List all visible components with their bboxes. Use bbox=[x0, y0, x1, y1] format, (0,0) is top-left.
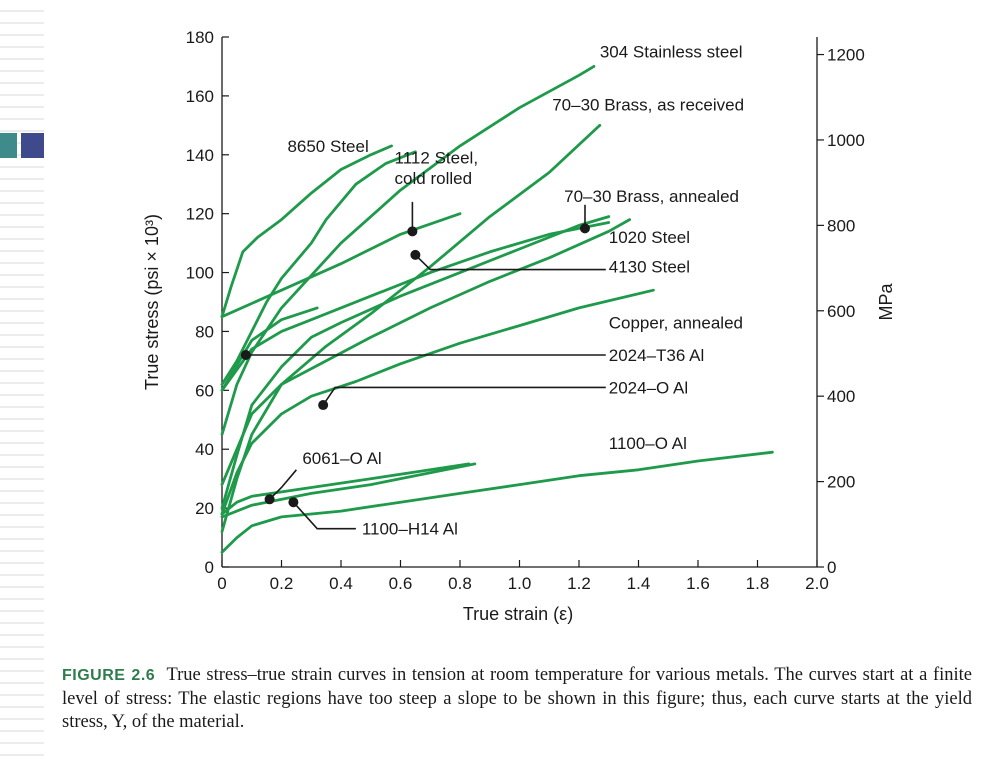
curve-label: 70–30 Brass, as received bbox=[552, 96, 744, 115]
y2-tick-label: 0 bbox=[827, 558, 836, 577]
curve-label: 2024–T36 Al bbox=[609, 346, 704, 365]
callout-leader bbox=[292, 501, 356, 530]
y2-tick-label: 600 bbox=[827, 302, 855, 321]
y-tick-label: 120 bbox=[186, 205, 214, 224]
y-tick-label: 60 bbox=[195, 381, 214, 400]
slide-stripe-border bbox=[0, 0, 44, 764]
curve-label: 304 Stainless steel bbox=[600, 43, 743, 62]
figure-caption-text: True stress–true strain curves in tensio… bbox=[62, 665, 973, 732]
decorative-square-teal bbox=[0, 133, 17, 158]
callout-leader bbox=[414, 254, 606, 271]
curve-2024-t36-al bbox=[220, 215, 611, 510]
x-tick-label: 0.6 bbox=[389, 574, 413, 593]
y2-tick-label: 1200 bbox=[827, 46, 865, 65]
curve-1112-steel-cold-rolled bbox=[220, 212, 462, 319]
curve-4130-steel bbox=[220, 306, 319, 392]
curve-label: 70–30 Brass, annealed bbox=[564, 187, 739, 206]
y-tick-label: 160 bbox=[186, 87, 214, 106]
curve-1100-o-al bbox=[220, 450, 774, 554]
curve-label: cold rolled bbox=[395, 169, 473, 188]
x-tick-label: 0 bbox=[217, 574, 226, 593]
callouts-layer bbox=[240, 201, 606, 530]
curve-70-30-brass-as-received bbox=[220, 150, 417, 386]
callout-dot bbox=[407, 226, 418, 237]
y-tick-label: 140 bbox=[186, 146, 214, 165]
x-tick-label: 0.8 bbox=[448, 574, 472, 593]
x-axis-title: True strain (ε) bbox=[463, 604, 573, 624]
y-tick-label: 80 bbox=[195, 322, 214, 341]
curve-label: Copper, annealed bbox=[609, 314, 743, 333]
x-tick-label: 1.6 bbox=[686, 574, 710, 593]
y-tick-label: 40 bbox=[195, 440, 214, 459]
callout-dot bbox=[240, 350, 251, 360]
x-tick-label: 1.4 bbox=[627, 574, 651, 593]
callout-dot bbox=[410, 249, 421, 260]
y-axis-title-right: MPa bbox=[876, 283, 896, 321]
figure-caption: FIGURE 2.6 True stress–true strain curve… bbox=[62, 664, 972, 735]
curve-label: 1100–H14 Al bbox=[362, 520, 458, 539]
x-tick-label: 1.0 bbox=[508, 574, 532, 593]
x-tick-label: 0.4 bbox=[329, 574, 353, 593]
callout-dot bbox=[579, 223, 590, 234]
stress-strain-chart: 0 0.2 0.4 0.6 0.8 1.0 1.2 1.4 1.6 1.8 2.0020406080… bbox=[142, 28, 896, 624]
x-tick-label: 1.8 bbox=[746, 574, 770, 593]
callout-dot bbox=[288, 497, 299, 508]
callout-dot bbox=[318, 400, 329, 411]
curve-label: 2024–O Al bbox=[609, 378, 688, 397]
callout-leader bbox=[269, 469, 298, 500]
curve-8650-steel bbox=[220, 144, 393, 319]
y-axis-title-left: True stress (psi × 10³) bbox=[142, 214, 162, 390]
callout-dot bbox=[264, 494, 275, 505]
curve-304-stainless-steel bbox=[220, 65, 596, 436]
curve-copper-annealed bbox=[220, 218, 631, 486]
curve-label: 1100–O Al bbox=[609, 434, 687, 453]
decorative-square-navy bbox=[21, 133, 44, 158]
x-tick-label: 2.0 bbox=[805, 574, 829, 593]
x-tick-label: 0.2 bbox=[270, 574, 294, 593]
y2-tick-label: 400 bbox=[827, 387, 855, 406]
curve-1020-steel bbox=[220, 221, 611, 392]
axes-layer: 0 0.2 0.4 0.6 0.8 1.0 1.2 1.4 1.6 1.8 2.0020406080… bbox=[186, 28, 865, 593]
x-tick-label: 1.2 bbox=[567, 574, 591, 593]
callout-leader bbox=[322, 386, 606, 406]
curve-label: 6061–O Al bbox=[302, 449, 381, 468]
curve-labels-layer: 304 Stainless steel 70–30 Brass, as recei… bbox=[287, 43, 744, 539]
curve-6061-o-al bbox=[220, 462, 471, 516]
y2-tick-label: 1000 bbox=[827, 131, 865, 150]
y-tick-label: 0 bbox=[205, 558, 214, 577]
curves-layer bbox=[220, 65, 774, 554]
y2-tick-label: 200 bbox=[827, 473, 855, 492]
curve-label: 8650 Steel bbox=[287, 137, 368, 156]
figure-caption-label: FIGURE 2.6 bbox=[62, 667, 156, 684]
curve-label: 1112 Steel, bbox=[395, 149, 479, 168]
curve-label: 4130 Steel bbox=[609, 258, 690, 277]
curve-label: 1020 Steel bbox=[609, 228, 690, 247]
y-tick-label: 180 bbox=[186, 28, 214, 47]
y-tick-label: 20 bbox=[195, 499, 214, 518]
y2-tick-label: 800 bbox=[827, 216, 855, 235]
y-tick-label: 100 bbox=[186, 264, 214, 283]
curve-2024-o-al bbox=[220, 288, 655, 516]
curve-1100-h14-al bbox=[220, 462, 477, 519]
